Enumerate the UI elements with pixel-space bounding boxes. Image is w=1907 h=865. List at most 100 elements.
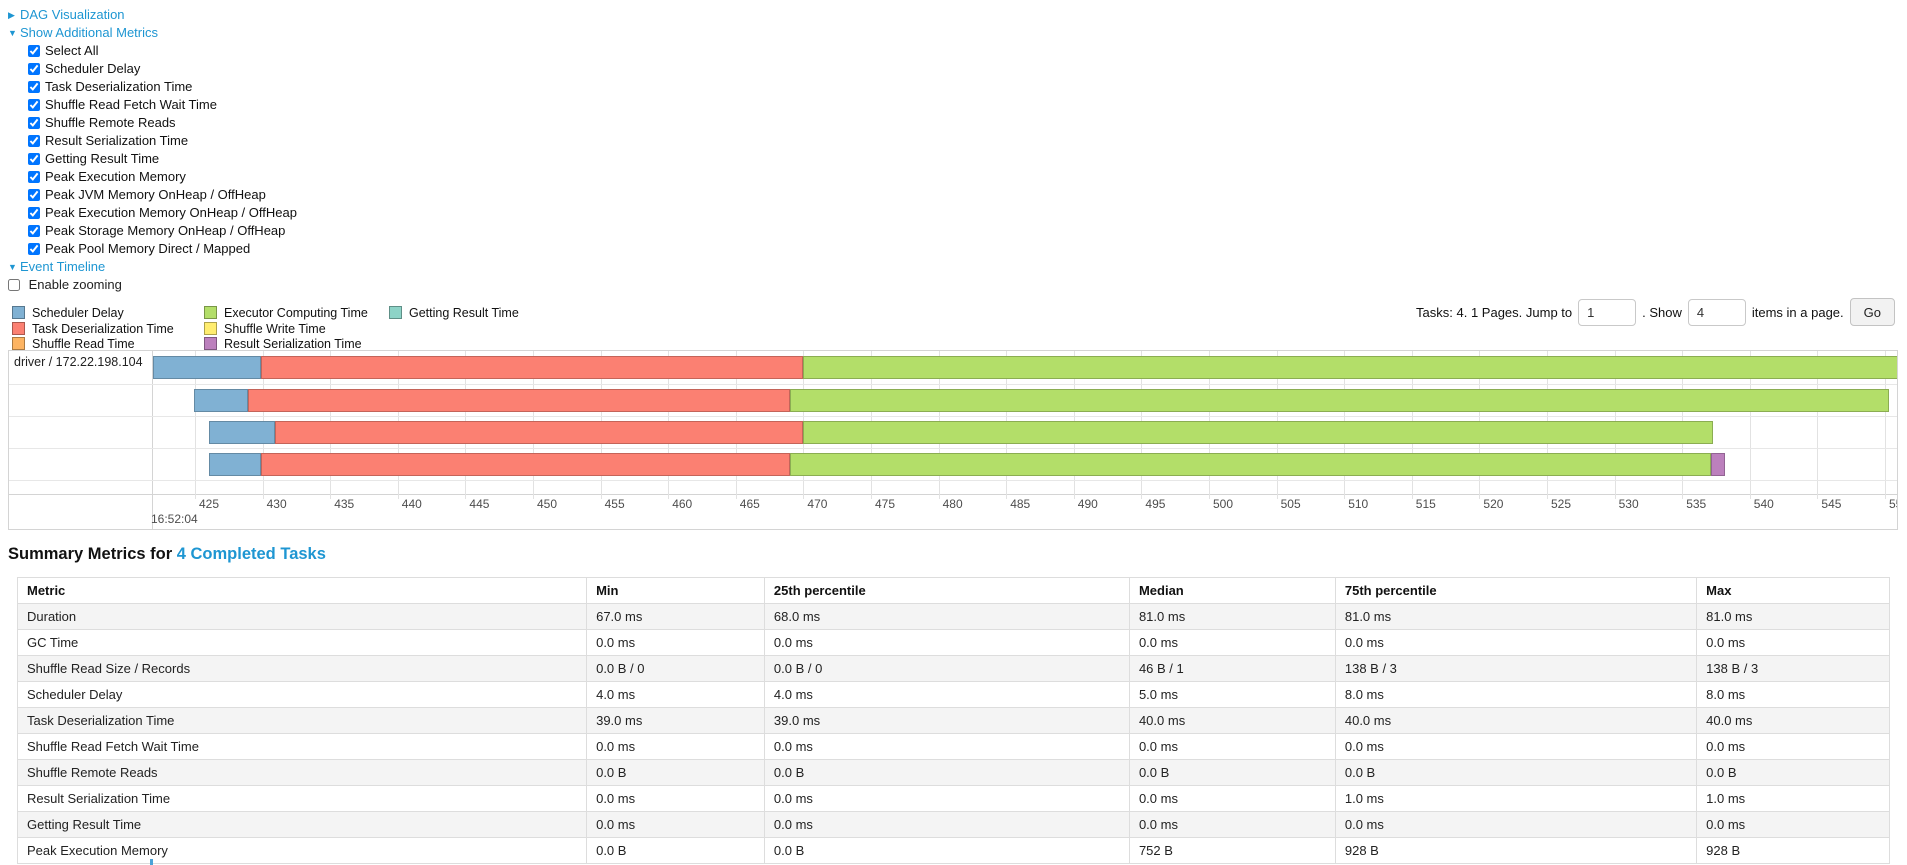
- metric-value-cell: 0.0 B: [586, 759, 765, 786]
- metric-checkbox-scheduler-delay[interactable]: [28, 63, 40, 75]
- timeline-major-time-label: 16:52:04: [151, 512, 198, 526]
- metric-checkbox-result-serialization-time[interactable]: [28, 135, 40, 147]
- table-row: Scheduler Delay 4.0 ms 4.0 ms 5.0 ms 8.0 ms 8…: [16, 681, 1890, 708]
- metric-checkbox-shuffle-remote-reads[interactable]: [28, 117, 40, 129]
- metric-checkbox-label: Select All: [45, 43, 99, 58]
- metric-checkbox-peak-jvm-memory-onheap-offheap[interactable]: [28, 189, 40, 201]
- metric-checkbox-shuffle-read-fetch-wait-time[interactable]: [28, 99, 40, 111]
- metric-value-cell: 8.0 ms: [1696, 681, 1890, 708]
- timeline-tick-label: 530: [1618, 497, 1639, 511]
- go-button[interactable]: Go: [1849, 298, 1895, 326]
- metric-checkbox-peak-execution-memory[interactable]: [28, 171, 40, 183]
- metric-value-cell: 0.0 ms: [763, 629, 1130, 656]
- timeline-tick-label: 430: [266, 497, 287, 511]
- dag-visualization-toggle[interactable]: ▶ DAG Visualization: [8, 6, 1907, 24]
- metric-value-cell: 39.0 ms: [586, 707, 765, 734]
- summary-metrics-title: Summary Metrics for 4 Completed Tasks: [8, 545, 1907, 564]
- metric-value-cell: 928 B: [1334, 837, 1698, 864]
- show-text: . Show: [1642, 304, 1682, 320]
- metric-checkbox-row: Scheduler Delay: [8, 60, 1907, 78]
- metric-value-cell: 40.0 ms: [1128, 707, 1336, 734]
- metric-checkbox-task-deserialization-time[interactable]: [28, 81, 40, 93]
- task-bar-segment-scheduler_delay: [193, 389, 248, 412]
- metric-name-cell: Peak Execution Memory: [16, 837, 588, 864]
- legend-swatch-icon: [12, 321, 25, 335]
- task-bar-segment-executor_computing: [789, 389, 1890, 412]
- metric-name-cell: Duration: [16, 603, 588, 630]
- table-row: Getting Result Time 0.0 ms 0.0 ms 0.0 ms 0.0…: [16, 811, 1890, 838]
- metric-value-cell: 0.0 B: [1128, 759, 1336, 786]
- timeline-tick-label: 470: [807, 497, 828, 511]
- table-row: Result Serialization Time 0.0 ms 0.0 ms 0.0…: [16, 785, 1890, 812]
- timeline-tick-label: 505: [1280, 497, 1301, 511]
- stage-controls: ▶ DAG Visualization ▼ Show Additional Metr…: [0, 0, 1907, 294]
- metric-checkbox-label: Scheduler Delay: [45, 61, 141, 76]
- items-per-page-input[interactable]: [1687, 298, 1746, 326]
- task-bar-segment-task_deserialization: [247, 389, 790, 412]
- metric-value-cell: 0.0 ms: [586, 811, 765, 838]
- task-bar-segment-executor_computing: [789, 453, 1711, 476]
- metric-name-cell: GC Time: [16, 629, 588, 656]
- metric-checkbox-label: Peak Pool Memory Direct / Mapped: [45, 241, 251, 256]
- metric-value-cell: 68.0 ms: [763, 603, 1130, 630]
- timeline-tick-label: 435: [334, 497, 355, 511]
- metric-checkbox-label: Shuffle Read Fetch Wait Time: [45, 97, 217, 112]
- metric-value-cell: 0.0 B: [763, 837, 1130, 864]
- table-column-header: Max: [1696, 577, 1890, 604]
- metric-name-cell: Scheduler Delay: [16, 681, 588, 708]
- table-row: Shuffle Read Fetch Wait Time 0.0 ms 0.0 ms…: [16, 733, 1890, 760]
- enable-zooming-checkbox[interactable]: [8, 279, 20, 291]
- timeline-tick-label: 545: [1821, 497, 1842, 511]
- legend-item-executor_computing: Executor Computing Time: [204, 306, 368, 321]
- metric-value-cell: 0.0 ms: [1334, 811, 1698, 838]
- task-bar-segment-executor_computing: [803, 356, 1897, 379]
- tasks-pages-text: Tasks: 4. 1 Pages. Jump to: [1416, 304, 1573, 320]
- timeline-group-label: driver / 172.22.198.104: [14, 355, 143, 369]
- table-row: Shuffle Remote Reads 0.0 B 0.0 B 0.0 B 0.0 B…: [16, 759, 1890, 786]
- legend-item-shuffle_write: Shuffle Write Time: [204, 321, 326, 337]
- enable-zooming-label: Enable zooming: [28, 277, 122, 292]
- timeline-tick-label: 535: [1686, 497, 1707, 511]
- metric-value-cell: 0.0 ms: [763, 811, 1130, 838]
- summary-metrics-table: Metric Min 25th percentile Median 75th perce…: [16, 577, 1890, 864]
- task-pagination: Tasks: 4. 1 Pages. Jump to . Show items …: [1416, 296, 1895, 328]
- task-bar-segment-scheduler_delay: [208, 453, 262, 476]
- metric-checkbox-peak-execution-memory-onheap-offheap[interactable]: [28, 207, 40, 219]
- metric-value-cell: 0.0 ms: [763, 785, 1130, 812]
- table-column-header: 75th percentile: [1334, 577, 1698, 604]
- legend-swatch-icon: [204, 321, 217, 335]
- metric-checkbox-select-all[interactable]: [28, 45, 40, 57]
- metric-name-cell: Task Deserialization Time: [16, 707, 588, 734]
- metric-value-cell: 5.0 ms: [1128, 681, 1336, 708]
- metric-checkbox-label: Peak Execution Memory: [45, 169, 186, 184]
- event-timeline-toggle[interactable]: ▼ Event Timeline: [8, 258, 1907, 276]
- legend-item-getting_result: Getting Result Time: [389, 306, 519, 321]
- metric-value-cell: 81.0 ms: [1128, 603, 1336, 630]
- show-additional-metrics-toggle[interactable]: ▼ Show Additional Metrics: [8, 24, 1907, 42]
- metric-value-cell: 0.0 ms: [1334, 629, 1698, 656]
- metric-value-cell: 0.0 ms: [586, 785, 765, 812]
- metric-value-cell: 0.0 ms: [586, 733, 765, 760]
- legend-label: Executor Computing Time: [224, 306, 368, 320]
- legend-swatch-icon: [204, 306, 217, 319]
- timeline-gridline: [1749, 351, 1751, 499]
- table-column-header: Min: [586, 577, 765, 604]
- jump-to-page-input[interactable]: [1578, 298, 1637, 326]
- timeline-tick-label: 495: [1145, 497, 1166, 511]
- table-row: Shuffle Read Size / Records 0.0 B / 0 0.0 …: [16, 655, 1890, 682]
- metric-value-cell: 0.0 ms: [1696, 629, 1890, 656]
- metric-checkbox-row: Shuffle Read Fetch Wait Time: [8, 96, 1907, 114]
- metric-checkbox-peak-pool-memory-direct-mapped[interactable]: [28, 243, 40, 255]
- timeline-tick-label: 460: [672, 497, 693, 511]
- completed-tasks-link[interactable]: 4 Completed Tasks: [176, 545, 326, 563]
- timeline-tick-label: 440: [401, 497, 422, 511]
- timeline-axis-border: [9, 494, 1897, 495]
- metric-checkbox-getting-result-time[interactable]: [28, 153, 40, 165]
- metric-checkbox-peak-storage-memory-onheap-offheap[interactable]: [28, 225, 40, 237]
- timeline-row-separator: [9, 416, 1897, 417]
- metric-value-cell: 0.0 ms: [1128, 811, 1336, 838]
- metric-value-cell: 0.0 B: [763, 759, 1130, 786]
- metric-value-cell: 0.0 B / 0: [763, 655, 1130, 682]
- metric-name-cell: Shuffle Remote Reads: [16, 759, 588, 786]
